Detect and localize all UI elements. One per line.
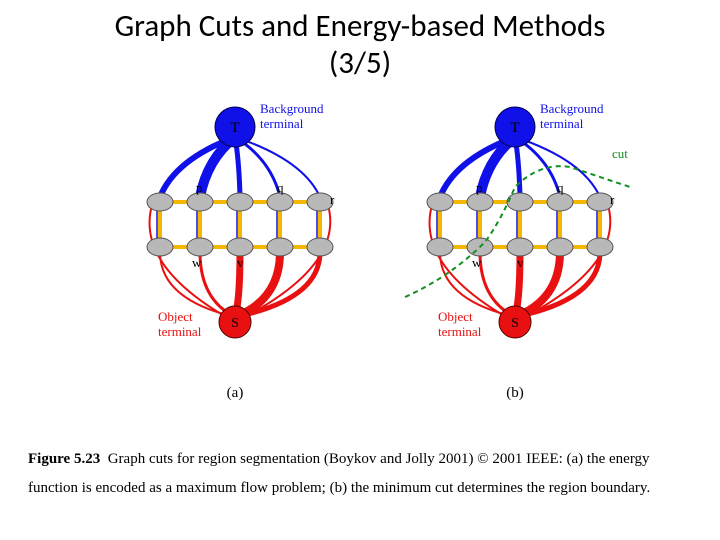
- title-line-2: (3/5): [329, 44, 391, 82]
- graph-b-svg: TS: [390, 92, 640, 372]
- panel-a-label: (a): [227, 385, 244, 402]
- label-v-b: v: [517, 255, 524, 271]
- label-v-a: v: [237, 255, 244, 271]
- panel-a: TS Backgroundterminal Objectterminal p q…: [110, 92, 360, 372]
- bg-terminal-label-a: Backgroundterminal: [260, 102, 324, 131]
- obj-terminal-label-b: Objectterminal: [438, 310, 481, 339]
- bg-terminal-label-b: Backgroundterminal: [540, 102, 604, 131]
- label-r-b: r: [610, 192, 614, 208]
- slide-title: Graph Cuts and Energy-based Methods (3/5…: [0, 0, 720, 82]
- svg-text:S: S: [511, 316, 519, 331]
- title-line-1: Graph Cuts and Energy-based Methods: [115, 7, 606, 45]
- label-r-a: r: [330, 192, 334, 208]
- svg-text:S: S: [231, 316, 239, 331]
- obj-terminal-label-a: Objectterminal: [158, 310, 201, 339]
- panel-b: TS Backgroundterminal Objectterminal cut…: [390, 92, 640, 372]
- graph-a-svg: TS: [110, 92, 360, 372]
- label-q-a: q: [277, 180, 284, 196]
- figure-area: TS Backgroundterminal Objectterminal p q…: [0, 92, 720, 432]
- svg-text:T: T: [230, 120, 239, 136]
- figure-caption: Figure 5.23 Graph cuts for region segmen…: [28, 445, 692, 502]
- label-w-a: w: [192, 255, 201, 271]
- cut-label: cut: [612, 147, 628, 161]
- caption-figure-num: Figure 5.23: [28, 451, 100, 467]
- label-p-b: p: [476, 180, 483, 196]
- caption-text: Graph cuts for region segmentation (Boyk…: [28, 451, 650, 496]
- label-q-b: q: [557, 180, 564, 196]
- panel-b-label: (b): [506, 385, 524, 402]
- label-w-b: w: [472, 255, 481, 271]
- svg-text:T: T: [510, 120, 519, 136]
- label-p-a: p: [196, 180, 203, 196]
